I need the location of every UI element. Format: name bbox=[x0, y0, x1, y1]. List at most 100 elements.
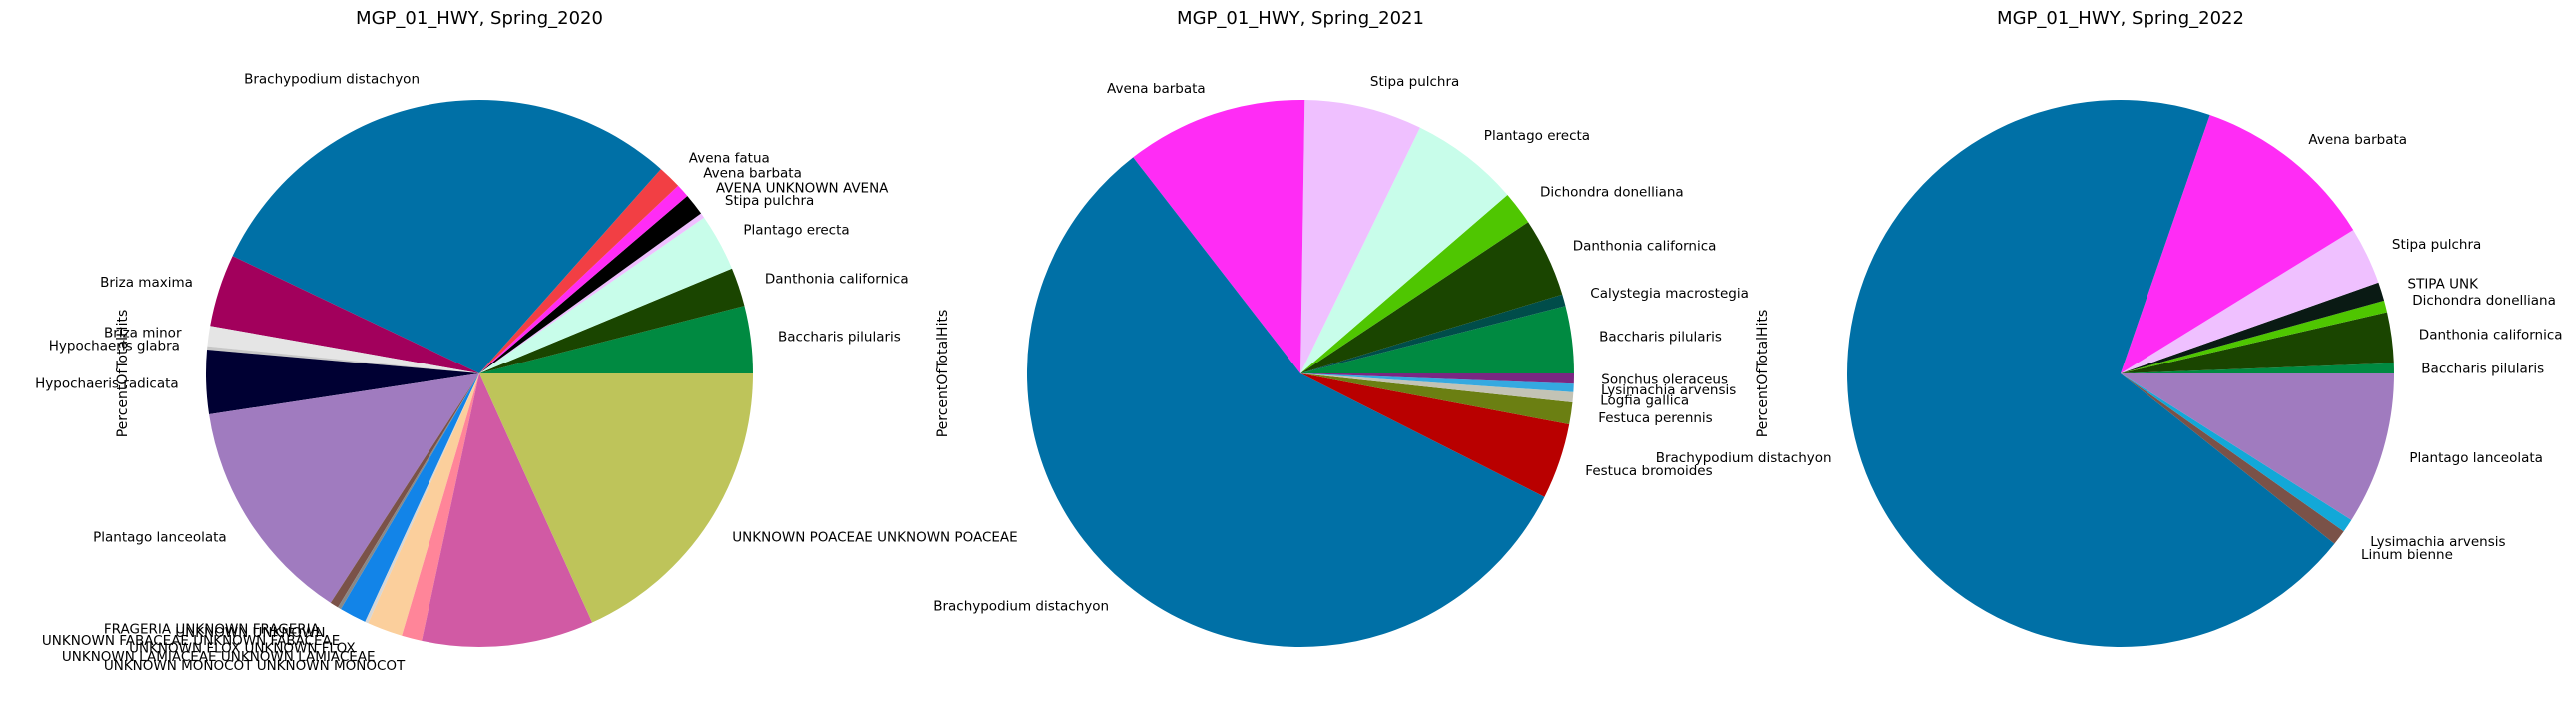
pie-slice-dichondra-donelliana bbox=[1300, 194, 1529, 373]
slice-label-dichondra-donelliana: Dichondra donelliana bbox=[1540, 185, 1684, 201]
slice-label-briza-maxima: Briza maxima bbox=[100, 275, 193, 291]
slice-label-stipa-unk: STIPA UNK bbox=[2408, 277, 2480, 293]
slice-labels-2020: Baccharis pilularis Danthonia californica… bbox=[35, 72, 1018, 674]
slice-label-frageria-unknown-frageria: FRAGERIA UNKNOWN FRAGERIA bbox=[104, 621, 321, 637]
pie-slice-avena-barbata bbox=[1133, 99, 1305, 374]
slice-label-festuca-bromoides: Festuca bromoides bbox=[1585, 463, 1712, 479]
slice-label-avena-barbata: Avena barbata bbox=[703, 166, 802, 182]
pie-slice-lysimachia-arvensis bbox=[2121, 373, 2352, 532]
pie-chart-panel-2021: MGP_01_HWY, Spring_2021 PercentOfTotalHi… bbox=[933, 8, 1749, 648]
pie-slice-plantago-lanceolata bbox=[209, 373, 479, 603]
slice-label-brachypodium-distachyon: Brachypodium distachyon bbox=[1656, 450, 1832, 466]
slice-label-brachypodium-distachyon: Brachypodium distachyon bbox=[933, 598, 1109, 614]
slice-label-stipa-pulchra: Stipa pulchra bbox=[2392, 237, 2481, 253]
pie-slice-plantago-erecta bbox=[479, 217, 732, 373]
slice-label-hypochaeris-glabra: Hypochaeris glabra bbox=[49, 339, 180, 355]
slice-label-logfia-gallica: Logfia gallica bbox=[1600, 392, 1689, 408]
slice-label-danthonia-californica: Danthonia californica bbox=[765, 272, 909, 288]
slice-label-festuca-perennis: Festuca perennis bbox=[1598, 410, 1713, 426]
pie-slice-unknown-fabaceae-unknown-fabaceae bbox=[341, 373, 479, 622]
pie-slice-hypochaeris-radicata bbox=[205, 350, 480, 414]
slice-label-lysimachia-arvensis: Lysimachia arvensis bbox=[2370, 534, 2505, 550]
pie-slice-unknown-monocot-unknown-monocot bbox=[402, 373, 479, 641]
slice-label-danthonia-californica: Danthonia californica bbox=[1573, 239, 1717, 255]
pie-slice-stipa-unk bbox=[2121, 282, 2385, 373]
pie-slice-avena-barbata bbox=[479, 185, 688, 373]
pie-slice-hypochaeris-glabra bbox=[207, 346, 480, 373]
pie-slice-stipa-pulchra bbox=[479, 213, 705, 373]
pie-slice-avena-fatua bbox=[479, 169, 679, 373]
pie-slice-plantago-erecta bbox=[1300, 127, 1508, 373]
slice-label-unknown-monocot-unknown-monocot: UNKNOWN MONOCOT UNKNOWN MONOCOT bbox=[104, 658, 406, 674]
y-axis-label-2020: PercentOfTotalHits bbox=[115, 310, 131, 438]
slice-label-stipa-pulchra: Stipa pulchra bbox=[1370, 74, 1459, 90]
pie-slice-unlabeled-19 bbox=[422, 373, 593, 647]
slice-label-unknown-flox-unknown-flox: UNKNOWN FLOX UNKNOWN FLOX bbox=[129, 641, 356, 657]
slice-label-plantago-lanceolata: Plantago lanceolata bbox=[2409, 450, 2543, 466]
slice-labels-2022: Baccharis pilularis Danthonia californica… bbox=[1656, 132, 2563, 563]
chart-title-2022: MGP_01_HWY, Spring_2022 bbox=[1997, 8, 2244, 29]
pie-slice-festuca-perennis bbox=[1300, 373, 1573, 425]
pie-slice-dichondra-donelliana bbox=[2121, 300, 2388, 373]
pie-slice-frageria-unknown-frageria bbox=[330, 373, 479, 608]
pie-slice-danthonia-californica bbox=[2121, 312, 2394, 373]
pie-slice-unknown-unknown bbox=[338, 373, 479, 610]
pie-slice-sonchus-oleraceus bbox=[1300, 373, 1575, 384]
pie-slice-calystegia-macrostegia bbox=[1300, 294, 1566, 373]
pie-slice-logfia-gallica bbox=[1300, 373, 1574, 403]
slice-label-danthonia-californica: Danthonia californica bbox=[2419, 327, 2563, 343]
y-axis-label-2022: PercentOfTotalHits bbox=[1755, 310, 1771, 438]
pie-slice-stipa-pulchra bbox=[1300, 100, 1420, 373]
slice-label-unknown-fabaceae-unknown-fabaceae: UNKNOWN FABACEAE UNKNOWN FABACEAE bbox=[42, 633, 340, 649]
chart-title-2020: MGP_01_HWY, Spring_2020 bbox=[356, 8, 603, 29]
slice-label-baccharis-pilularis: Baccharis pilularis bbox=[1599, 329, 1722, 345]
pie-slice-danthonia-californica bbox=[479, 268, 745, 373]
slice-label-plantago-erecta: Plantago erecta bbox=[1484, 128, 1590, 144]
slice-label-unknown-unknown: UNKNOWN UNKNOWN bbox=[175, 625, 325, 641]
y-axis-label-2021: PercentOfTotalHits bbox=[935, 310, 951, 438]
chart-title-2021: MGP_01_HWY, Spring_2021 bbox=[1177, 8, 1424, 29]
slice-label-hypochaeris-radicata: Hypochaeris radicata bbox=[35, 375, 179, 391]
slice-label-avena-fatua: Avena fatua bbox=[689, 151, 770, 167]
pie-slice-unknown-lamiaceae-unknown-lamiaceae bbox=[368, 373, 479, 636]
pie-chart-panel-2020: MGP_01_HWY, Spring_2020 PercentOfTotalHi… bbox=[35, 8, 1018, 674]
slice-label-brachypodium-distachyon: Brachypodium distachyon bbox=[244, 72, 420, 88]
slice-label-sonchus-oleraceus: Sonchus oleraceus bbox=[1601, 372, 1728, 388]
slice-label-dichondra-donelliana: Dichondra donelliana bbox=[2412, 293, 2556, 309]
pie-slices-2022 bbox=[1847, 99, 2394, 647]
pie-slice-briza-maxima bbox=[210, 256, 479, 373]
pie-slice-unknown-poaceae-unknown-poaceae bbox=[479, 373, 753, 623]
slice-label-plantago-erecta: Plantago erecta bbox=[743, 222, 849, 238]
pie-slice-lysimachia-arvensis bbox=[1300, 373, 1574, 392]
pie-slice-danthonia-californica bbox=[1300, 222, 1563, 373]
slice-label-linum-bienne: Linum bienne bbox=[2361, 547, 2453, 563]
slice-label-calystegia-macrostegia: Calystegia macrostegia bbox=[1590, 286, 1749, 302]
pie-slice-festuca-bromoides bbox=[1300, 373, 1570, 497]
slice-label-lysimachia-arvensis: Lysimachia arvensis bbox=[1601, 382, 1736, 398]
pie-slice-baccharis-pilularis bbox=[1300, 306, 1574, 373]
pie-slice-plantago-lanceolata bbox=[2121, 373, 2394, 520]
pie-slice-avena-unknown-avena bbox=[479, 195, 702, 373]
slice-label-plantago-lanceolata: Plantago lanceolata bbox=[93, 529, 227, 545]
slice-label-avena-barbata: Avena barbata bbox=[1107, 81, 1206, 97]
pie-slice-briza-minor bbox=[207, 326, 479, 373]
pie-slice-unknown-flox-unknown-flox bbox=[365, 373, 479, 624]
pie-slices-2020 bbox=[205, 100, 753, 647]
pie-chart-panel-2022: MGP_01_HWY, Spring_2022 PercentOfTotalHi… bbox=[1656, 8, 2563, 647]
slice-label-stipa-pulchra: Stipa pulchra bbox=[725, 193, 814, 209]
pie-slice-brachypodium-distachyon bbox=[1847, 99, 2335, 647]
pie-slice-brachypodium-distachyon bbox=[1026, 157, 1545, 648]
slice-label-baccharis-pilularis: Baccharis pilularis bbox=[778, 329, 901, 345]
slice-label-avena-barbata: Avena barbata bbox=[2308, 132, 2407, 148]
pie-slice-stipa-pulchra bbox=[2121, 230, 2379, 373]
slice-label-baccharis-pilularis: Baccharis pilularis bbox=[2421, 361, 2544, 376]
slice-label-unknown-poaceae-unknown-poaceae: UNKNOWN POACEAE UNKNOWN POACEAE bbox=[732, 529, 1017, 545]
pie-slice-brachypodium-distachyon bbox=[232, 100, 661, 374]
pie-slice-linum-bienne bbox=[2121, 373, 2344, 544]
slice-label-avena-unknown-avena: AVENA UNKNOWN AVENA bbox=[716, 181, 889, 197]
pie-slice-avena-barbata bbox=[2121, 115, 2354, 374]
slice-label-unknown-lamiaceae-unknown-lamiaceae: UNKNOWN LAMIACEAE UNKNOWN LAMIACEAE bbox=[62, 649, 376, 665]
slice-labels-2021: Baccharis pilularis Calystegia macrostegi… bbox=[933, 74, 1749, 615]
slice-label-briza-minor: Briza minor bbox=[104, 326, 182, 342]
